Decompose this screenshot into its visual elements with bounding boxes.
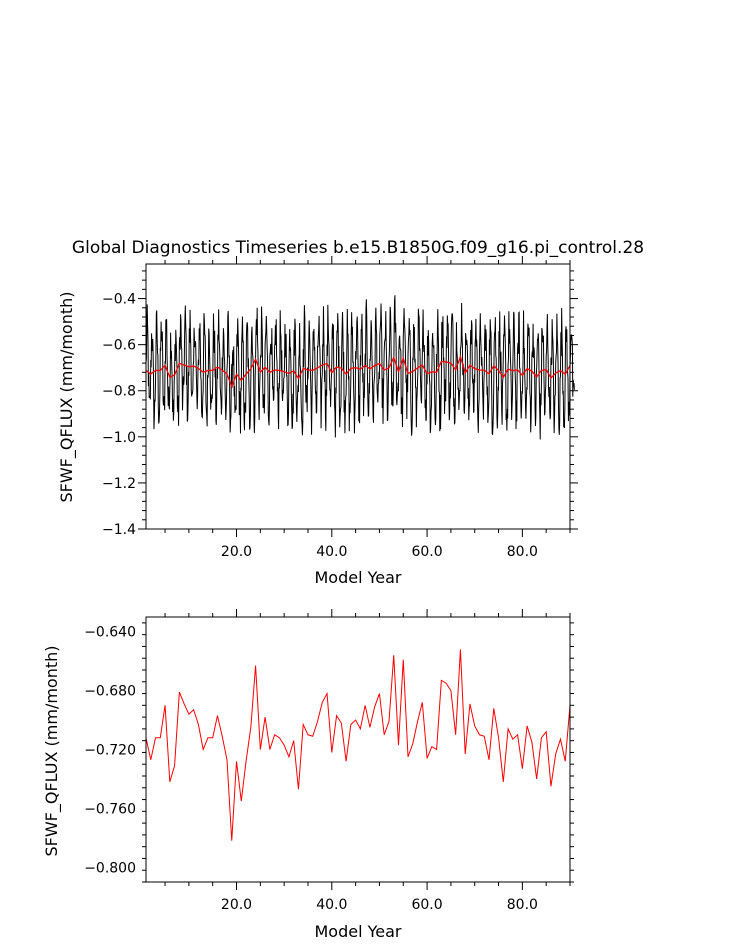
top-x-tick-label: 60.0: [411, 544, 442, 560]
top-y-tick-label: −0.4: [102, 292, 136, 308]
bottom-plot-area: [145, 649, 571, 841]
bottom-y-tick-label: −0.800: [84, 860, 136, 876]
monthly-series-line: [145, 295, 575, 440]
top-x-tick-label: 20.0: [221, 544, 252, 560]
bottom-panel: SFWF_QFLUX (mm/month) Model Year −0.800 …: [42, 609, 574, 941]
top-x-axis-label: Model Year: [315, 568, 402, 587]
top-y-tick-label: −0.6: [102, 338, 136, 354]
bottom-y-tick-label: −0.640: [84, 625, 136, 641]
chart-title: Global Diagnostics Timeseries b.e15.B185…: [72, 238, 644, 258]
top-y-tick-label: −0.8: [102, 384, 136, 400]
top-x-tick-label: 80.0: [507, 544, 538, 560]
top-y-tick-label: −1.2: [102, 476, 136, 492]
annual-mean-series-line: [145, 354, 571, 389]
top-y-tick-label: −1.4: [102, 522, 136, 538]
bottom-x-tick-label: 80.0: [507, 897, 538, 913]
bottom-y-tick-label: −0.760: [84, 801, 136, 817]
bottom-plot-frame: [145, 616, 571, 883]
top-tick-labels: −1.4 −1.2 −1.0 −0.8 −0.6 −0.4 20.0 40.0 …: [102, 292, 538, 560]
top-plot-area: [145, 295, 575, 440]
bottom-x-tick-label: 60.0: [411, 897, 442, 913]
bottom-y-tick-label: −0.720: [84, 743, 136, 759]
bottom-x-tick-label: 40.0: [316, 897, 347, 913]
top-x-tick-label: 40.0: [316, 544, 347, 560]
bottom-x-axis-label: Model Year: [315, 922, 402, 941]
top-axis-ticks: [138, 256, 578, 537]
top-y-tick-label: −1.0: [102, 430, 136, 446]
bottom-tick-labels: −0.800 −0.760 −0.720 −0.680 −0.640 20.0 …: [84, 625, 538, 913]
annual-mean-series-line: [145, 649, 571, 841]
top-plot-frame: [145, 263, 571, 530]
bottom-y-tick-label: −0.680: [84, 684, 136, 700]
top-panel: SFWF_QFLUX (mm/month) Model Year −1.4 −1…: [57, 256, 578, 587]
bottom-y-axis-label: SFWF_QFLUX (mm/month): [42, 645, 62, 856]
bottom-x-tick-label: 20.0: [221, 897, 252, 913]
bottom-axis-ticks: [142, 609, 574, 890]
top-y-axis-label: SFWF_QFLUX (mm/month): [57, 291, 77, 502]
